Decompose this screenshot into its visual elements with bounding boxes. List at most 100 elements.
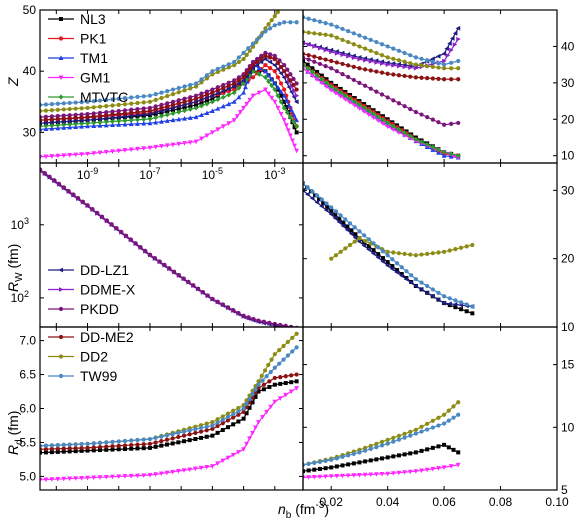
data-point-dd2 bbox=[343, 246, 348, 251]
data-point-pkdd bbox=[210, 87, 215, 92]
data-point-gm1 bbox=[49, 154, 55, 159]
data-point-dd2 bbox=[329, 256, 334, 261]
data-point-tw99 bbox=[351, 31, 356, 36]
data-point-tw99 bbox=[49, 443, 54, 448]
data-point-gm1 bbox=[153, 472, 159, 477]
data-point-gm1 bbox=[110, 149, 115, 154]
data-point-ddme-x bbox=[391, 62, 396, 68]
panel-4-series bbox=[40, 331, 300, 483]
data-point-mtvtc bbox=[147, 116, 153, 122]
data-point-gm1 bbox=[352, 103, 358, 108]
data-point-dd-me2 bbox=[408, 74, 413, 79]
data-point-dd-me2 bbox=[110, 112, 115, 117]
data-point-dd2 bbox=[442, 412, 447, 417]
data-point-gm1 bbox=[292, 143, 297, 149]
data-point-gm1 bbox=[158, 471, 164, 477]
data-point-tw99 bbox=[91, 441, 96, 446]
data-point-gm1 bbox=[250, 93, 256, 99]
y-tick-label: 102 bbox=[11, 289, 29, 305]
data-point-gm1 bbox=[187, 467, 193, 473]
data-point-nl3 bbox=[247, 405, 252, 410]
data-point-dd-lz1 bbox=[344, 227, 350, 233]
data-point-tm1 bbox=[122, 121, 128, 127]
data-point-dd-me2 bbox=[362, 67, 368, 72]
data-point-tw99 bbox=[442, 62, 447, 67]
data-point-pkdd bbox=[323, 64, 328, 69]
data-point-nl3 bbox=[225, 425, 230, 430]
data-point-pkdd bbox=[236, 75, 242, 80]
data-point-tw99 bbox=[250, 41, 256, 46]
data-point-tw99 bbox=[357, 229, 362, 234]
data-point-pkdd bbox=[176, 98, 181, 103]
x-tick-label: 0.02 bbox=[320, 495, 344, 509]
data-point-dd-me2 bbox=[442, 77, 447, 82]
data-point-dd-lz1 bbox=[413, 283, 418, 289]
data-point-nl3 bbox=[357, 460, 362, 465]
data-point-tw99 bbox=[368, 446, 373, 451]
data-point-dd-me2 bbox=[263, 53, 268, 59]
data-point-nl3 bbox=[104, 447, 109, 452]
data-point-nl3 bbox=[170, 441, 175, 446]
data-point-dd2 bbox=[256, 379, 261, 384]
data-point-mtvtc bbox=[193, 105, 199, 111]
data-point-dd2 bbox=[408, 61, 413, 66]
data-point-dd2 bbox=[464, 244, 469, 249]
data-point-gm1 bbox=[164, 143, 170, 149]
data-point-dd2 bbox=[419, 63, 424, 68]
data-point-dd2 bbox=[176, 90, 181, 95]
data-point-tm1 bbox=[209, 108, 215, 113]
data-point-tw99 bbox=[215, 66, 220, 72]
data-point-pkdd bbox=[425, 115, 430, 120]
data-point-dd2 bbox=[340, 37, 345, 42]
data-point-pkdd bbox=[186, 279, 191, 284]
data-point-tw99 bbox=[306, 16, 311, 21]
data-point-dd-me2 bbox=[159, 105, 164, 111]
y-tick-label: 30 bbox=[23, 125, 37, 139]
data-point-tw99 bbox=[404, 269, 409, 274]
data-point-nl3 bbox=[67, 449, 72, 454]
data-point-tw99 bbox=[419, 280, 424, 285]
data-point-nl3 bbox=[55, 449, 60, 454]
plot-area bbox=[40, 10, 475, 483]
data-point-nl3 bbox=[380, 256, 385, 261]
data-point-gm1 bbox=[333, 91, 339, 96]
data-point-pkdd bbox=[75, 196, 81, 201]
data-point-nl3 bbox=[324, 77, 329, 82]
data-point-nl3 bbox=[204, 98, 209, 103]
data-point-mtvtc bbox=[396, 126, 402, 133]
data-point-tw99 bbox=[425, 283, 430, 289]
data-point-pkdd bbox=[159, 102, 164, 107]
data-point-nl3 bbox=[325, 204, 330, 209]
data-point-dd-lz1 bbox=[309, 195, 315, 201]
data-point-gm1 bbox=[361, 109, 367, 114]
data-point-gm1 bbox=[220, 458, 226, 464]
data-point-mtvtc bbox=[215, 96, 221, 103]
data-point-nl3 bbox=[329, 208, 334, 213]
data-point-dd2 bbox=[413, 253, 418, 258]
data-point-tw99 bbox=[67, 442, 72, 447]
data-point-nl3 bbox=[73, 449, 78, 454]
data-point-dd-lz1 bbox=[449, 36, 455, 41]
legend-label-dd-me2: DD-ME2 bbox=[80, 329, 134, 345]
data-point-pkdd bbox=[138, 244, 143, 250]
data-point-dd2 bbox=[147, 99, 153, 104]
data-point-dd-me2 bbox=[385, 71, 390, 76]
data-point-nl3 bbox=[91, 448, 96, 453]
data-point-pkdd bbox=[157, 259, 162, 264]
x-tick-label: 0.06 bbox=[432, 495, 456, 509]
data-point-mtvtc bbox=[375, 114, 381, 120]
data-point-pkdd bbox=[52, 178, 57, 183]
data-point-tw99 bbox=[193, 81, 199, 86]
data-point-tw99 bbox=[458, 300, 464, 305]
data-point-dd2 bbox=[323, 32, 328, 37]
data-point-pkdd bbox=[110, 109, 115, 114]
data-point-gm1 bbox=[385, 471, 391, 477]
data-point-pkdd bbox=[285, 67, 290, 72]
data-point-dd-me2 bbox=[141, 442, 146, 447]
data-point-dd2 bbox=[442, 249, 447, 254]
data-point-dd-me2 bbox=[188, 98, 193, 103]
data-point-tm1 bbox=[187, 115, 193, 120]
data-point-tm1 bbox=[263, 68, 268, 74]
data-point-nl3 bbox=[333, 212, 338, 217]
data-point-dd-me2 bbox=[244, 71, 249, 76]
